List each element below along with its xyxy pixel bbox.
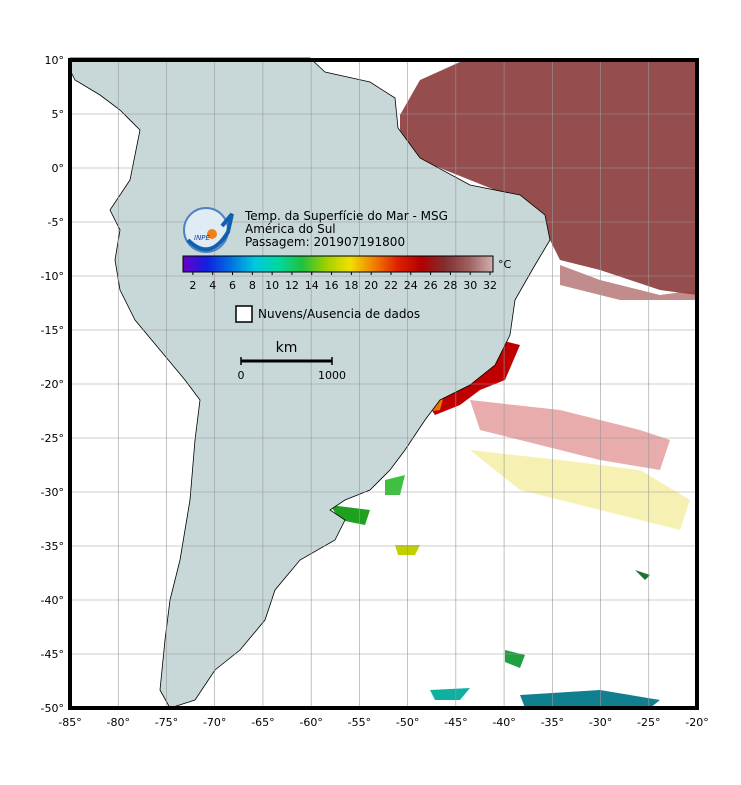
axis-labels: -85° -80° -75° -70° -65° -60° -55° -50° -45° -40°… [41,54,709,729]
colorbar-tick-label: 22 [384,279,398,292]
lon-tick-label: -85° [58,716,81,729]
colorbar-tick-label: 14 [305,279,319,292]
region: América do Sul [245,222,336,236]
lat-tick-label: -45° [41,648,64,661]
lon-tick-label: -40° [492,716,515,729]
colorbar: 2 4 6 8 10 12 14 16 18 20 22 24 26 28 30 32°C [182,255,512,292]
lon-tick-label: -60° [299,716,322,729]
lat-tick-label: -20° [41,378,64,391]
lat-tick-label: 10° [45,54,65,67]
colorbar-tick-label: 4 [209,279,216,292]
colorbar-tick-label: 24 [404,279,418,292]
colorbar-tick-label: 8 [249,279,256,292]
colorbar-tick-label: 12 [285,279,299,292]
lon-tick-label: -35° [541,716,564,729]
scale-unit: km [276,340,298,356]
lat-tick-label: -40° [41,594,64,607]
lat-tick-label: 5° [52,108,65,121]
lat-tick-label: -5° [48,216,64,229]
lat-tick-label: -25° [41,432,64,445]
map-frame [68,58,699,710]
colorbar-tick-label: 2 [189,279,196,292]
colorbar-tick-label: 26 [424,279,438,292]
lon-tick-label: -80° [106,716,129,729]
colorbar-tick-label: 18 [344,279,358,292]
lon-tick-label: -55° [348,716,371,729]
lon-tick-label: -65° [251,716,274,729]
lon-tick-label: -20° [685,716,708,729]
lon-tick-label: -45° [444,716,467,729]
colorbar-tick-label: 30 [463,279,477,292]
lon-tick-label: -25° [637,716,660,729]
colorbar-tick-label: 20 [364,279,378,292]
logo: INPE [183,207,234,253]
lon-tick-label: -30° [589,716,612,729]
colorbar-unit: °C [498,258,512,271]
no-data-label: Nuvens/Ausencia de dados [258,307,420,321]
lon-tick-label: -75° [155,716,178,729]
lat-tick-label: -30° [41,486,64,499]
colorbar-tick-label: 10 [265,279,279,292]
scale-tick-label: 0 [238,369,245,382]
scale-bar: 0 1000 km [238,340,347,382]
lat-tick-label: -50° [41,702,64,715]
colorbar-tick-label: 28 [443,279,457,292]
logo-text: INPE [194,234,211,242]
colorbar-tick-label: 32 [483,279,497,292]
lat-tick-label: 0° [52,162,65,175]
colorbar-tick-label: 16 [325,279,339,292]
scale-tick-label: 1000 [318,369,346,382]
lon-tick-label: -70° [203,716,226,729]
title: Temp. da Superfície do Mar - MSG [244,209,448,223]
no-data-swatch [235,305,253,323]
pass-time: Passagem: 201907191800 [245,235,405,249]
lat-tick-label: -15° [41,324,64,337]
colorbar-bar [182,255,494,273]
lon-tick-label: -50° [396,716,419,729]
lat-tick-label: -35° [41,540,64,553]
lat-tick-label: -10° [41,270,64,283]
colorbar-tick-label: 6 [229,279,236,292]
